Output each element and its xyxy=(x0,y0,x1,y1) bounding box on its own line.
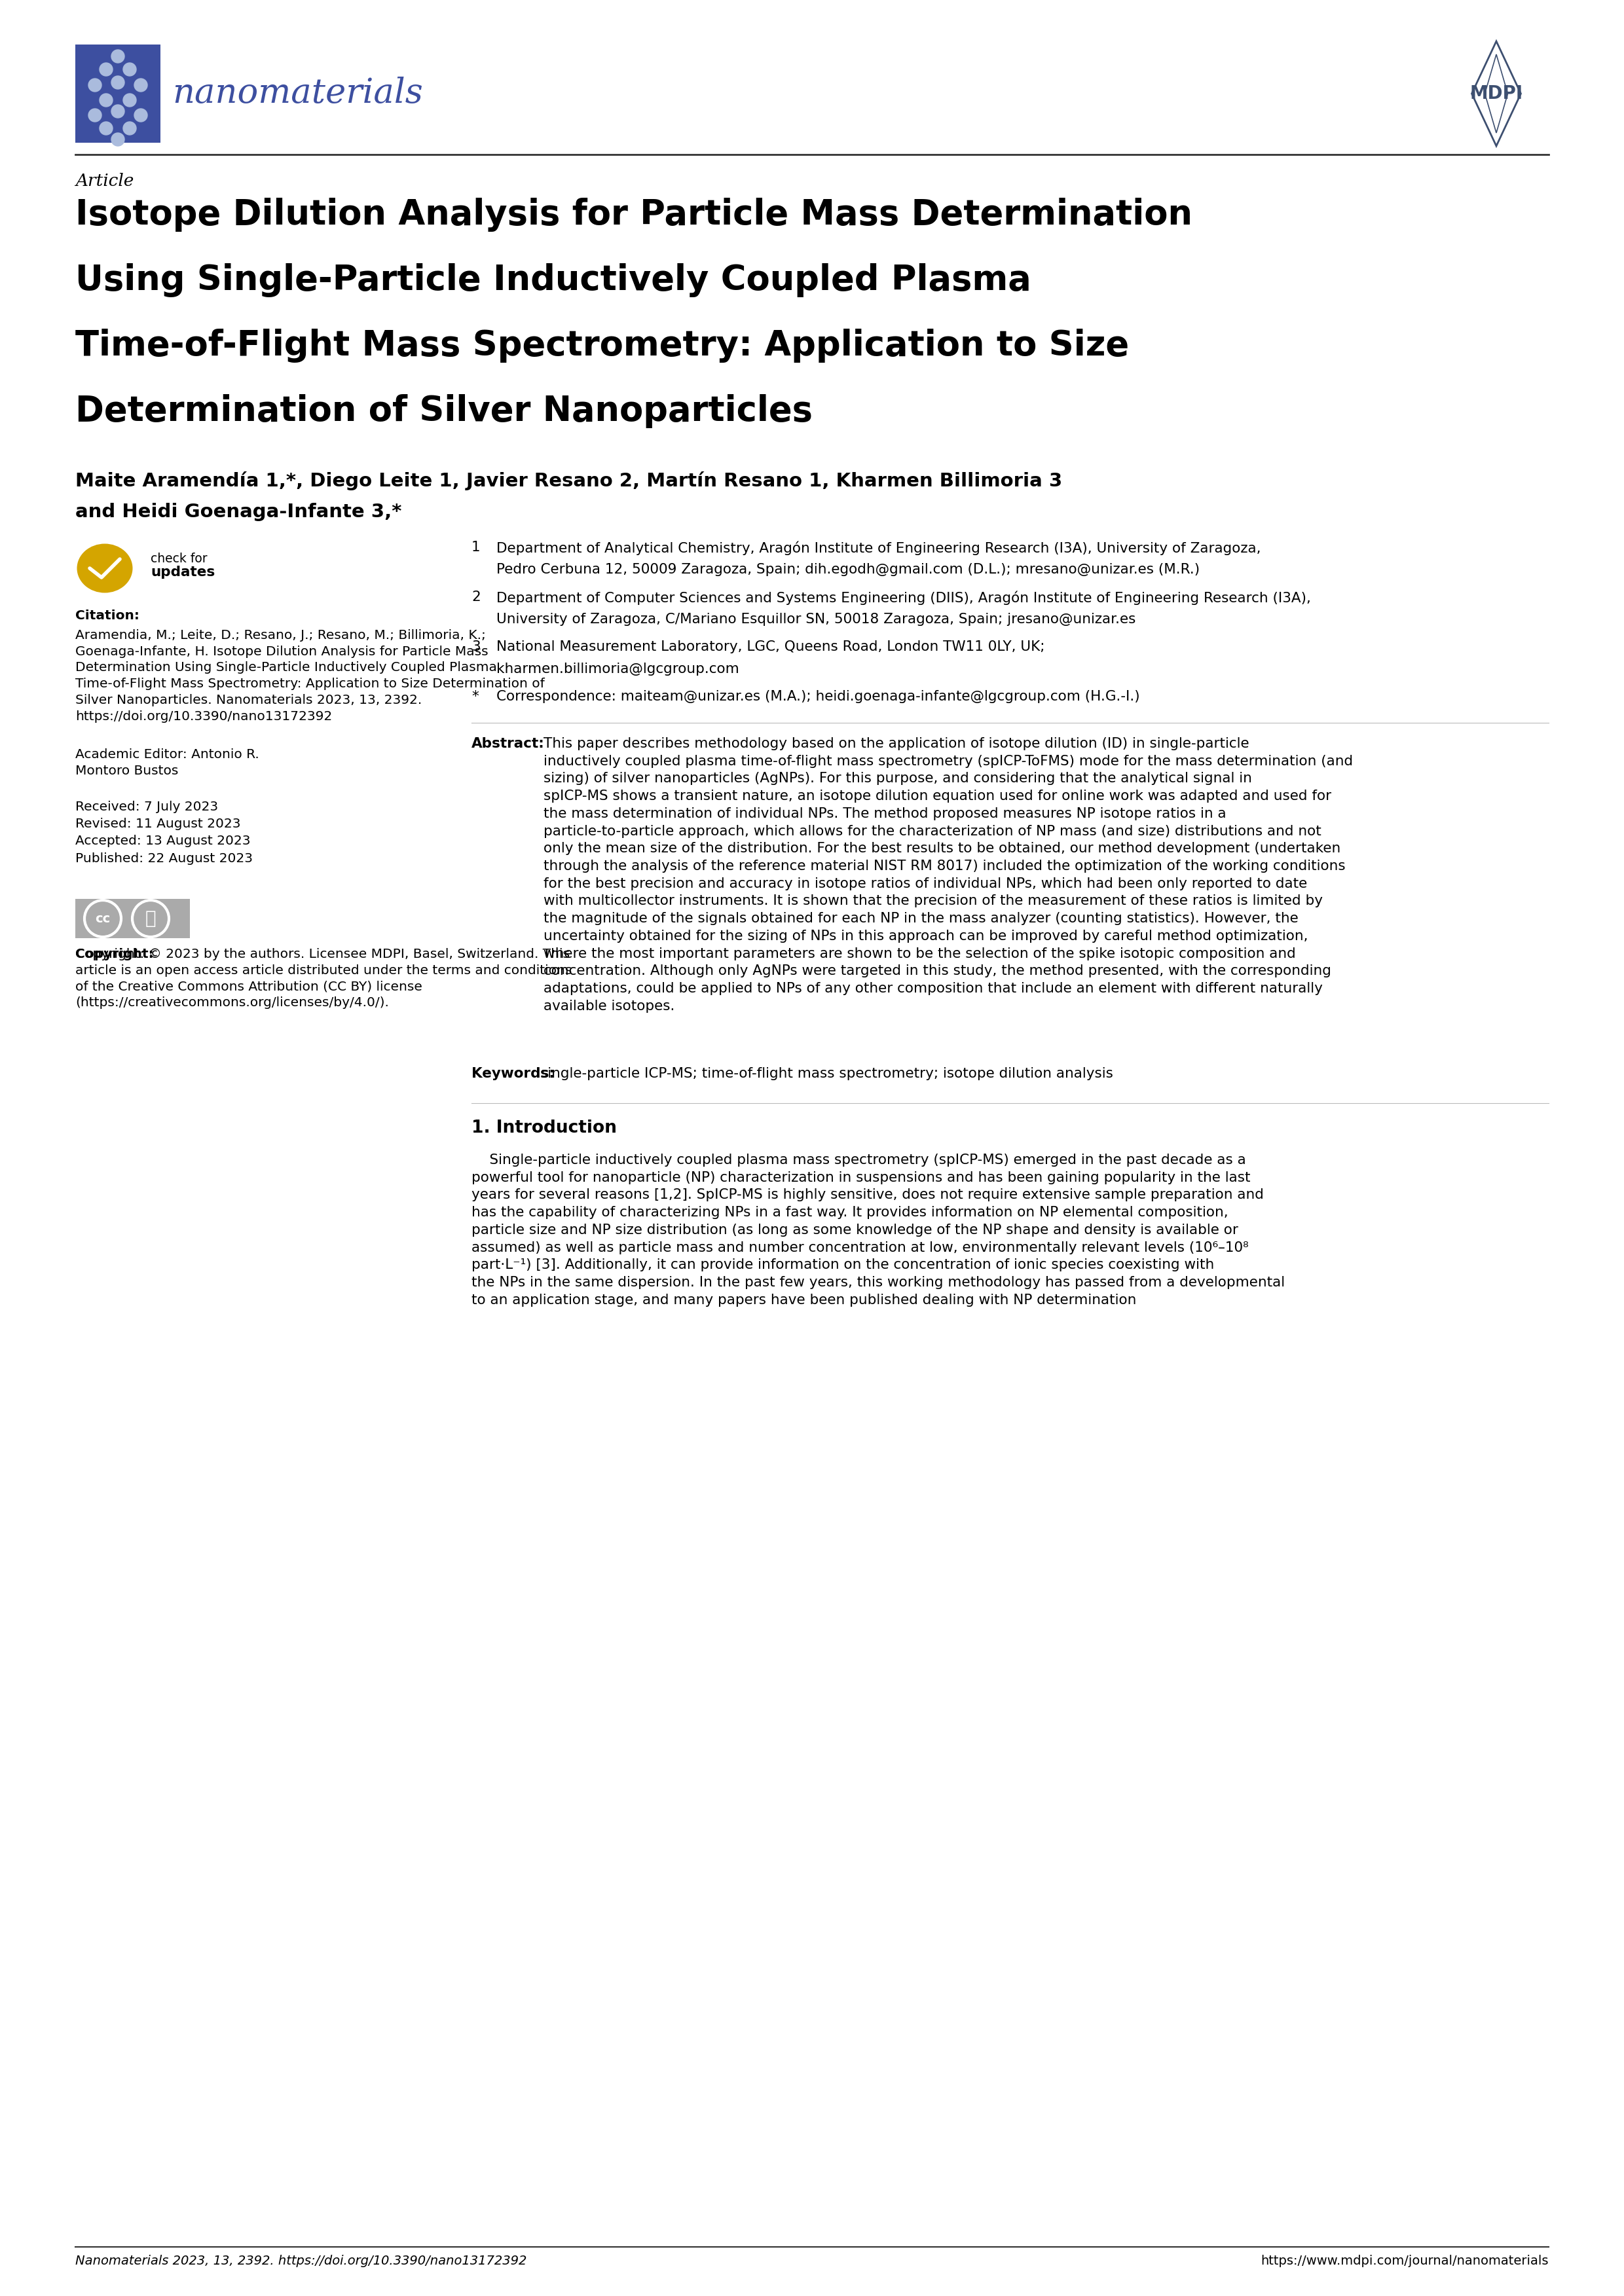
Circle shape xyxy=(99,62,112,76)
Text: kharmen.billimoria@lgcgroup.com: kharmen.billimoria@lgcgroup.com xyxy=(497,664,739,675)
FancyBboxPatch shape xyxy=(75,900,190,939)
Text: 3: 3 xyxy=(471,641,481,654)
Text: Nanomaterials 2023, 13, 2392. https://doi.org/10.3390/nano13172392: Nanomaterials 2023, 13, 2392. https://do… xyxy=(75,2255,526,2266)
Circle shape xyxy=(123,62,136,76)
Text: Department of Analytical Chemistry, Aragón Institute of Engineering Research (I3: Department of Analytical Chemistry, Arag… xyxy=(497,542,1260,556)
Circle shape xyxy=(112,51,125,62)
Text: Citation:: Citation: xyxy=(75,608,140,622)
Text: Maite Aramendía 1,*, Diego Leite 1, Javier Resano 2, Martín Resano 1, Kharmen Bi: Maite Aramendía 1,*, Diego Leite 1, Javi… xyxy=(75,471,1062,491)
Text: https://www.mdpi.com/journal/nanomaterials: https://www.mdpi.com/journal/nanomateria… xyxy=(1260,2255,1549,2266)
Text: Time-of-Flight Mass Spectrometry: Application to Size: Time-of-Flight Mass Spectrometry: Applic… xyxy=(75,328,1129,363)
Text: 2: 2 xyxy=(471,590,481,604)
Text: Single-particle inductively coupled plasma mass spectrometry (spICP-MS) emerged : Single-particle inductively coupled plas… xyxy=(471,1153,1285,1306)
Circle shape xyxy=(135,108,148,122)
Text: Department of Computer Sciences and Systems Engineering (DIIS), Aragón Institute: Department of Computer Sciences and Syst… xyxy=(497,590,1311,604)
Text: Academic Editor: Antonio R.
Montoro Bustos: Academic Editor: Antonio R. Montoro Bust… xyxy=(75,748,260,776)
Text: single-particle ICP-MS; time-of-flight mass spectrometry; isotope dilution analy: single-particle ICP-MS; time-of-flight m… xyxy=(541,1068,1112,1079)
Text: Copyright: © 2023 by the authors. Licensee MDPI, Basel, Switzerland. This
articl: Copyright: © 2023 by the authors. Licens… xyxy=(75,948,572,1008)
Circle shape xyxy=(88,78,101,92)
Text: Pedro Cerbuna 12, 50009 Zaragoza, Spain; dih.egodh@gmail.com (D.L.); mresano@uni: Pedro Cerbuna 12, 50009 Zaragoza, Spain;… xyxy=(497,563,1200,576)
Circle shape xyxy=(112,76,125,90)
Text: cc: cc xyxy=(96,912,110,925)
Text: Isotope Dilution Analysis for Particle Mass Determination: Isotope Dilution Analysis for Particle M… xyxy=(75,197,1192,232)
Circle shape xyxy=(135,78,148,92)
Circle shape xyxy=(88,108,101,122)
Circle shape xyxy=(99,122,112,135)
Text: Determination of Silver Nanoparticles: Determination of Silver Nanoparticles xyxy=(75,395,812,427)
Text: Article: Article xyxy=(75,172,133,188)
Text: Ⓘ: Ⓘ xyxy=(145,909,156,928)
Text: check for: check for xyxy=(151,553,208,565)
Text: Aramendia, M.; Leite, D.; Resano, J.; Resano, M.; Billimoria, K.;
Goenaga-Infant: Aramendia, M.; Leite, D.; Resano, J.; Re… xyxy=(75,629,544,723)
Text: Received: 7 July 2023
Revised: 11 August 2023
Accepted: 13 August 2023
Published: Received: 7 July 2023 Revised: 11 August… xyxy=(75,801,253,866)
Text: 1: 1 xyxy=(471,542,481,553)
Text: *: * xyxy=(471,691,479,703)
Circle shape xyxy=(112,106,125,117)
Text: Abstract:: Abstract: xyxy=(471,737,544,751)
FancyBboxPatch shape xyxy=(75,44,161,142)
Text: This paper describes methodology based on the application of isotope dilution (I: This paper describes methodology based o… xyxy=(544,737,1353,1013)
Text: 1. Introduction: 1. Introduction xyxy=(471,1120,617,1137)
Text: Correspondence: maiteam@unizar.es (M.A.); heidi.goenaga-infante@lgcgroup.com (H.: Correspondence: maiteam@unizar.es (M.A.)… xyxy=(497,691,1140,703)
Text: University of Zaragoza, C/Mariano Esquillor SN, 50018 Zaragoza, Spain; jresano@u: University of Zaragoza, C/Mariano Esquil… xyxy=(497,613,1135,627)
Circle shape xyxy=(99,94,112,106)
Text: nanomaterials: nanomaterials xyxy=(172,78,422,110)
Text: MDPI: MDPI xyxy=(1470,85,1523,103)
Text: Using Single-Particle Inductively Coupled Plasma: Using Single-Particle Inductively Couple… xyxy=(75,264,1031,296)
Text: Keywords:: Keywords: xyxy=(471,1068,554,1079)
Text: and Heidi Goenaga-Infante 3,*: and Heidi Goenaga-Infante 3,* xyxy=(75,503,401,521)
Text: updates: updates xyxy=(151,565,214,579)
Text: National Measurement Laboratory, LGC, Queens Road, London TW11 0LY, UK;: National Measurement Laboratory, LGC, Qu… xyxy=(497,641,1044,654)
Circle shape xyxy=(123,94,136,106)
Ellipse shape xyxy=(76,544,133,592)
Text: Copyright:: Copyright: xyxy=(75,948,154,960)
Circle shape xyxy=(112,133,125,147)
Circle shape xyxy=(123,122,136,135)
